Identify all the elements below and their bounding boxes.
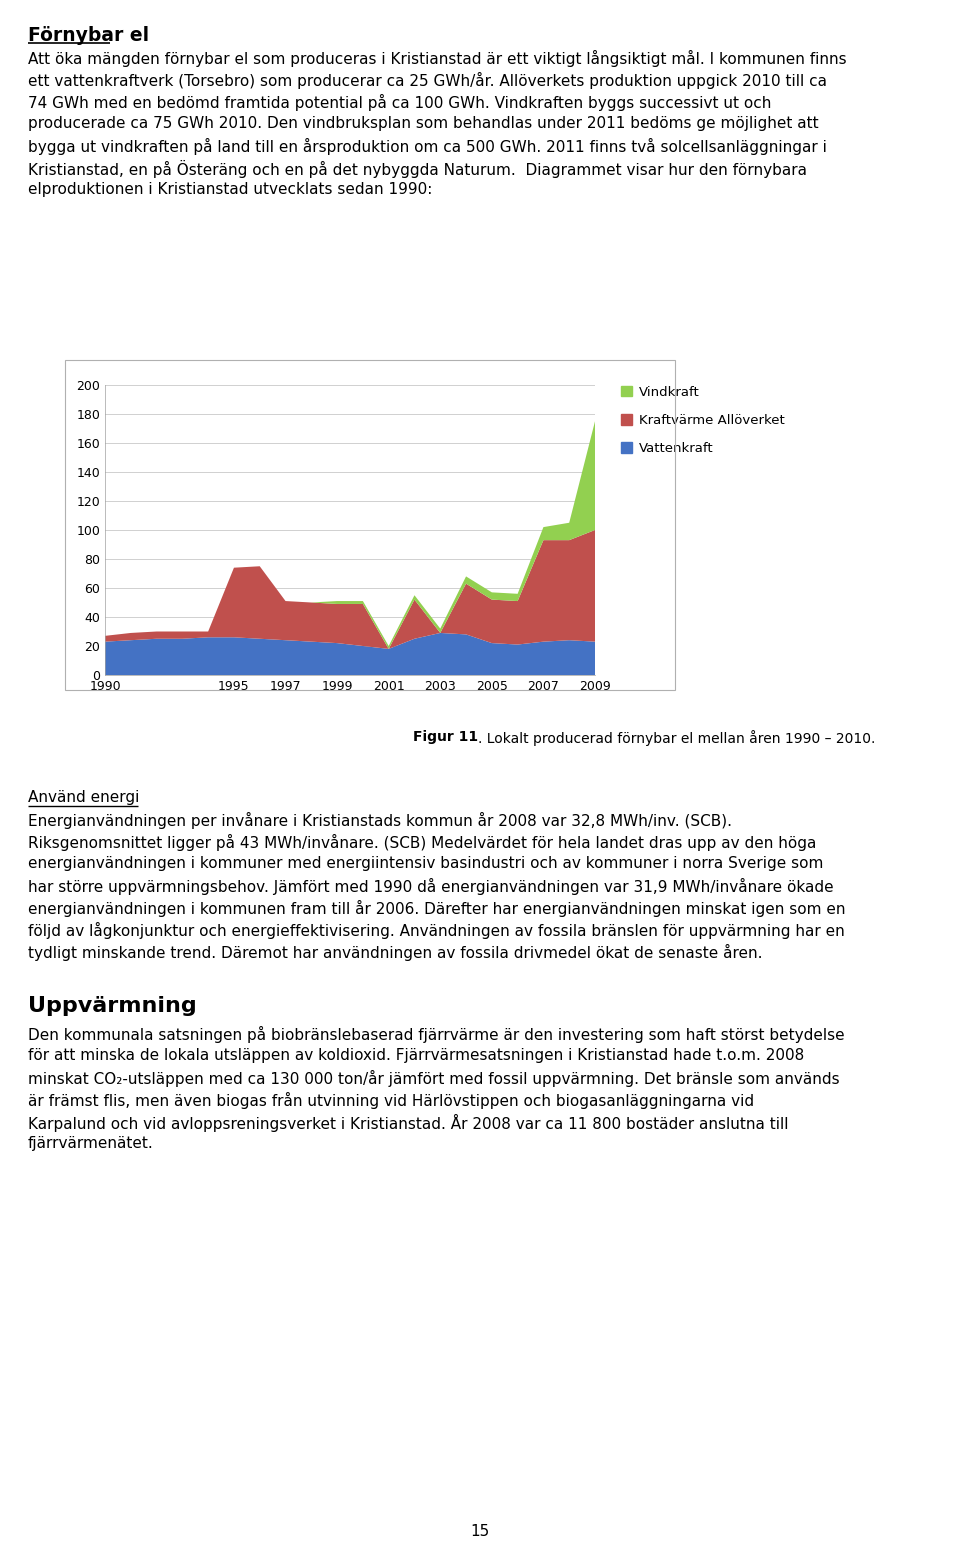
Text: producerade ca 75 GWh 2010. Den vindbruksplan som behandlas under 2011 bedöms ge: producerade ca 75 GWh 2010. Den vindbruk… — [28, 116, 819, 131]
Text: ett vattenkraftverk (Torsebro) som producerar ca 25 GWh/år. Allöverkets produkti: ett vattenkraftverk (Torsebro) som produ… — [28, 73, 827, 90]
Text: Riksgenomsnittet ligger på 43 MWh/invånare. (SCB) Medelvärdet för hela landet dr: Riksgenomsnittet ligger på 43 MWh/invåna… — [28, 833, 816, 850]
Text: Den kommunala satsningen på biobränslebaserad fjärrvärme är den investering som : Den kommunala satsningen på biobränsleba… — [28, 1027, 845, 1044]
Text: tydligt minskande trend. Däremot har användningen av fossila drivmedel ökat de s: tydligt minskande trend. Däremot har anv… — [28, 945, 762, 962]
Text: minskat CO₂-utsläppen med ca 130 000 ton/år jämfört med fossil uppvärmning. Det : minskat CO₂-utsläppen med ca 130 000 ton… — [28, 1070, 840, 1087]
Text: Förnybar el: Förnybar el — [28, 26, 149, 45]
Text: bygga ut vindkraften på land till en årsproduktion om ca 500 GWh. 2011 finns två: bygga ut vindkraften på land till en års… — [28, 138, 827, 155]
Text: elproduktionen i Kristianstad utvecklats sedan 1990:: elproduktionen i Kristianstad utvecklats… — [28, 182, 432, 196]
Text: är främst flis, men även biogas från utvinning vid Härlövstippen och biogasanläg: är främst flis, men även biogas från utv… — [28, 1091, 755, 1108]
Text: Att öka mängden förnybar el som produceras i Kristianstad är ett viktigt långsik: Att öka mängden förnybar el som producer… — [28, 49, 847, 66]
Legend: Vindkraft, Kraftvärme Allöverket, Vattenkraft: Vindkraft, Kraftvärme Allöverket, Vatten… — [621, 386, 784, 455]
Text: Använd energi: Använd energi — [28, 790, 139, 805]
Text: Uppvärmning: Uppvärmning — [28, 996, 197, 1016]
Text: Figur 11: Figur 11 — [413, 730, 478, 744]
Text: Energianvändningen per invånare i Kristianstads kommun år 2008 var 32,8 MWh/inv.: Energianvändningen per invånare i Kristi… — [28, 812, 732, 829]
Text: Kristianstad, en på Österäng och en på det nybyggda Naturum.  Diagrammet visar h: Kristianstad, en på Österäng och en på d… — [28, 159, 807, 178]
Text: för att minska de lokala utsläppen av koldioxid. Fjärrvärmesatsningen i Kristian: för att minska de lokala utsläppen av ko… — [28, 1048, 804, 1064]
Text: 15: 15 — [470, 1524, 490, 1538]
Text: Karpalund och vid avloppsreningsverket i Kristianstad. År 2008 var ca 11 800 bos: Karpalund och vid avloppsreningsverket i… — [28, 1115, 788, 1132]
Text: . Lokalt producerad förnybar el mellan åren 1990 – 2010.: . Lokalt producerad förnybar el mellan å… — [478, 730, 876, 747]
Text: fjärrvärmenätet.: fjärrvärmenätet. — [28, 1136, 154, 1152]
Text: energianvändningen i kommuner med energiintensiv basindustri och av kommuner i n: energianvändningen i kommuner med energi… — [28, 856, 824, 870]
Text: har större uppvärmningsbehov. Jämfört med 1990 då energianvändningen var 31,9 MW: har större uppvärmningsbehov. Jämfört me… — [28, 878, 833, 895]
Text: 74 GWh med en bedömd framtida potential på ca 100 GWh. Vindkraften byggs success: 74 GWh med en bedömd framtida potential … — [28, 94, 772, 111]
Text: följd av lågkonjunktur och energieffektivisering. Användningen av fossila bränsl: följd av lågkonjunktur och energieffekti… — [28, 921, 845, 938]
Text: energianvändningen i kommunen fram till år 2006. Därefter har energianvändningen: energianvändningen i kommunen fram till … — [28, 900, 846, 917]
